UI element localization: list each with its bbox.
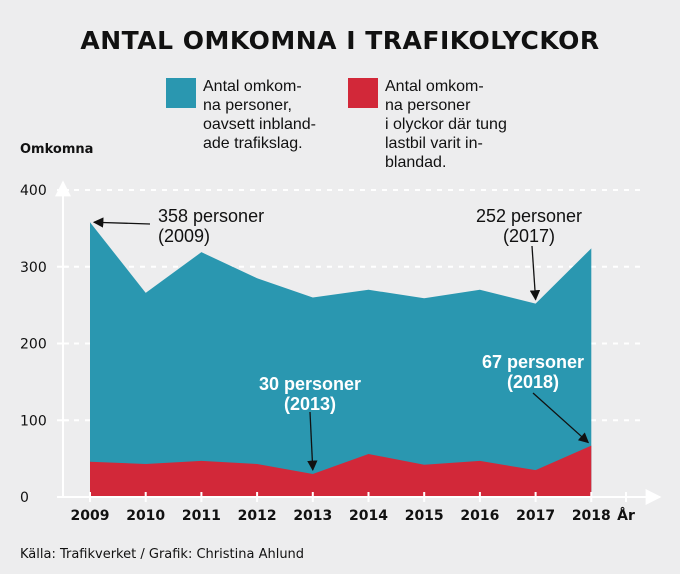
x-tick-label-2018: 2018	[572, 508, 611, 524]
y-tick-label-0: 0	[20, 490, 29, 506]
chart-title: ANTAL OMKOMNA I TRAFIKOLYCKOR	[80, 26, 599, 55]
annotation-text-0-1: (2009)	[158, 226, 210, 246]
x-tick-label-2012: 2012	[238, 508, 277, 524]
annotation-text-3-1: (2018)	[507, 372, 559, 392]
legend-swatch-1	[348, 78, 378, 108]
x-axis-label: År	[617, 507, 635, 524]
y-tick-label-100: 100	[20, 413, 47, 429]
area-series-0	[90, 222, 592, 498]
x-tick-label-2016: 2016	[460, 508, 499, 524]
annotation-arrow-2	[307, 411, 318, 472]
legend-text-0-3: ade trafikslag.	[203, 135, 303, 152]
legend: Antal omkom-na personer, oavsett inbland-…	[166, 78, 507, 171]
y-axis-label: Omkomna	[20, 142, 93, 157]
legend-text-0-2: oavsett inbland-	[203, 116, 316, 133]
annotation-text-2-1: (2013)	[284, 394, 336, 414]
x-tick-label-2014: 2014	[349, 508, 388, 524]
legend-text-1-3: lastbil varit in-	[385, 135, 483, 152]
x-tick-label-2011: 2011	[182, 508, 221, 524]
legend-swatch-0	[166, 78, 196, 108]
annotation-arrow-1	[529, 245, 541, 301]
axes	[55, 180, 662, 505]
source-credit: Källa: Trafikverket / Grafik: Christina …	[20, 547, 304, 562]
legend-text-1-0: Antal omkom-	[385, 78, 484, 95]
annotation-arrow-0	[92, 217, 151, 228]
x-tick-label-2017: 2017	[516, 508, 555, 524]
x-tick-label-2009: 2009	[71, 508, 110, 524]
legend-text-1-1: na personer	[385, 97, 471, 114]
annotation-text-1-0: 252 personer	[476, 206, 582, 226]
annotation-arrow-3	[532, 392, 590, 444]
x-tick-label-2010: 2010	[126, 508, 165, 524]
y-ticks: 0 100 200 300 400	[20, 183, 69, 506]
y-tick-label-400: 400	[20, 183, 47, 199]
area-series-1	[90, 445, 592, 497]
x-tick-label-2015: 2015	[405, 508, 444, 524]
legend-text-1-2: i olyckor där tung	[385, 116, 507, 133]
legend-text-0-0: Antal omkom-	[203, 78, 302, 95]
y-tick-label-300: 300	[20, 260, 47, 276]
annotation-text-1-1: (2017)	[503, 226, 555, 246]
x-ticks: 2009 2010 2011 2012 2013 2014 2015 2016 2017 2018	[71, 492, 627, 524]
legend-text-1-4: blandad.	[385, 154, 446, 171]
annotation-text-3-0: 67 personer	[482, 352, 584, 372]
y-tick-label-200: 200	[20, 337, 47, 353]
annotation-text-2-0: 30 personer	[259, 374, 361, 394]
annotations: 358 personer(2009) 252 personer(2017) 30 p…	[92, 206, 590, 472]
x-tick-label-2013: 2013	[293, 508, 332, 524]
legend-text-0-1: na personer,	[203, 97, 292, 114]
annotation-text-0-0: 358 personer	[158, 206, 264, 226]
plot-areas	[89, 222, 592, 498]
